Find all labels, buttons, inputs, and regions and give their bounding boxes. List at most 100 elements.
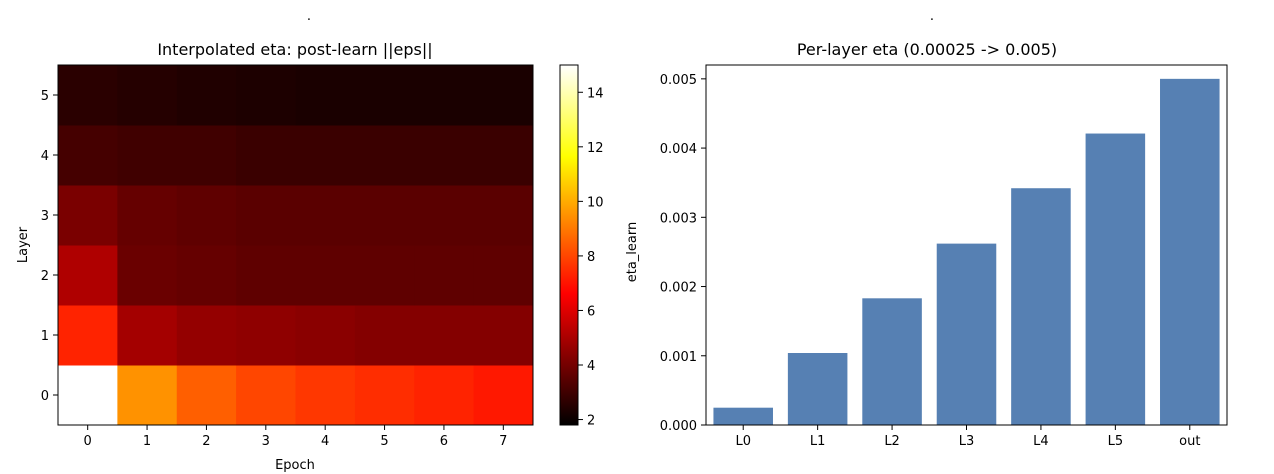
heatmap-cell bbox=[354, 245, 415, 306]
heatmap-cell bbox=[354, 305, 415, 366]
heatmap-x-tick-label: 3 bbox=[262, 434, 270, 449]
bar-x-tick-label: out bbox=[1179, 434, 1200, 449]
heatmap-cell bbox=[295, 365, 356, 426]
heatmap-panel: Interpolated eta: post-learn ||eps|| 0 1 2… bbox=[16, 40, 534, 473]
heatmap-cell bbox=[236, 65, 296, 126]
heatmap-cell bbox=[176, 305, 237, 366]
bar-y-tick-label: 0.005 bbox=[660, 73, 697, 88]
heatmap-cell bbox=[473, 245, 534, 306]
heatmap-cell bbox=[117, 125, 178, 186]
bar bbox=[936, 243, 997, 425]
heatmap-cell bbox=[414, 305, 475, 366]
bar-y-label: eta_learn bbox=[625, 222, 640, 283]
heatmap-cell bbox=[58, 245, 118, 306]
heatmap-x-tick-label: 4 bbox=[321, 434, 329, 449]
heatmap-cell bbox=[295, 245, 356, 306]
heatmap-cell bbox=[414, 245, 475, 306]
bar-title: Per-layer eta (0.00025 -> 0.005) bbox=[797, 40, 1057, 59]
heatmap-x-tick-label: 2 bbox=[202, 434, 210, 449]
heatmap-cell bbox=[354, 185, 415, 246]
colorbar-tick-label: 4 bbox=[587, 359, 595, 374]
bar-y-tick-label: 0.003 bbox=[660, 211, 697, 226]
bar bbox=[1160, 78, 1220, 425]
heatmap-cell bbox=[117, 185, 178, 246]
colorbar-gradient bbox=[559, 64, 579, 426]
bar-y-tick-label: 0.000 bbox=[660, 419, 697, 434]
heatmap-x-ticks: 0 1 2 3 4 5 6 7 bbox=[84, 425, 507, 449]
heatmap-title: Interpolated eta: post-learn ||eps|| bbox=[157, 40, 432, 59]
bar-x-tick-label: L2 bbox=[884, 434, 900, 449]
heatmap-y-tick-label: 0 bbox=[41, 389, 49, 404]
heatmap-cell bbox=[117, 305, 178, 366]
bar-y-tick-label: 0.002 bbox=[660, 281, 697, 296]
colorbar-ticks: 2 4 6 8 10 12 14 bbox=[578, 86, 604, 429]
colorbar-tick-label: 10 bbox=[587, 195, 604, 210]
bar-y-tick-label: 0.001 bbox=[660, 350, 697, 365]
heatmap-cell bbox=[58, 125, 118, 186]
heatmap-cells bbox=[58, 65, 534, 426]
heatmap-cell bbox=[58, 185, 118, 246]
colorbar-tick-label: 2 bbox=[587, 414, 595, 429]
heatmap-cell bbox=[414, 365, 475, 426]
bar-y-tick-label: 0.004 bbox=[660, 142, 697, 157]
heatmap-cell bbox=[473, 305, 534, 366]
heatmap-x-label: Epoch bbox=[275, 458, 315, 473]
heatmap-cell bbox=[176, 185, 237, 246]
colorbar-tick-label: 12 bbox=[587, 141, 604, 156]
colorbar-tick-label: 6 bbox=[587, 304, 595, 319]
bar bbox=[862, 298, 922, 425]
heatmap-cell bbox=[236, 125, 296, 186]
bar-x-ticks: L0 L1 L2 L3 L4 L5 out bbox=[735, 425, 1200, 449]
bar bbox=[713, 407, 773, 425]
heatmap-y-tick-label: 2 bbox=[41, 269, 49, 284]
bar bbox=[1085, 133, 1146, 426]
heatmap-cell bbox=[473, 125, 534, 186]
bar-x-tick-label: L4 bbox=[1033, 434, 1049, 449]
heatmap-x-tick-label: 5 bbox=[380, 434, 388, 449]
bar-panel: Per-layer eta (0.00025 -> 0.005) L0 L1 L2 L… bbox=[625, 40, 1228, 449]
heatmap-y-tick-label: 5 bbox=[41, 89, 49, 104]
heatmap-cell bbox=[236, 245, 296, 306]
heatmap-y-tick-label: 4 bbox=[41, 149, 49, 164]
bars bbox=[713, 78, 1220, 426]
heatmap-x-tick-label: 1 bbox=[143, 434, 151, 449]
heatmap-cell bbox=[117, 65, 178, 126]
heatmap-y-tick-label: 1 bbox=[41, 329, 49, 344]
bar bbox=[1011, 188, 1071, 425]
heatmap-cell bbox=[473, 365, 534, 426]
heatmap-cell bbox=[176, 245, 237, 306]
heatmap-cell bbox=[176, 365, 237, 426]
bar-x-tick-label: L1 bbox=[810, 434, 826, 449]
heatmap-cell bbox=[58, 305, 118, 366]
colorbar: 2 4 6 8 10 12 14 bbox=[559, 64, 604, 429]
heatmap-cell bbox=[414, 65, 475, 126]
bar-x-tick-label: L5 bbox=[1108, 434, 1124, 449]
heatmap-cell bbox=[295, 305, 356, 366]
bar-x-tick-label: L0 bbox=[735, 434, 751, 449]
heatmap-cell bbox=[117, 365, 178, 426]
heatmap-cell bbox=[176, 125, 237, 186]
heatmap-cell bbox=[414, 185, 475, 246]
heatmap-cell bbox=[354, 125, 415, 186]
heatmap-cell bbox=[473, 185, 534, 246]
heatmap-cell bbox=[176, 65, 237, 126]
stray-dot-right: . bbox=[930, 9, 934, 24]
heatmap-x-tick-label: 6 bbox=[440, 434, 448, 449]
bar-y-ticks: 0.000 0.001 0.002 0.003 0.004 0.005 bbox=[660, 73, 706, 434]
heatmap-frame bbox=[57, 64, 534, 426]
heatmap-cell bbox=[354, 365, 415, 426]
heatmap-cell bbox=[473, 65, 534, 126]
heatmap-cell bbox=[236, 305, 296, 366]
heatmap-y-ticks: 0 1 2 3 4 5 bbox=[41, 89, 58, 404]
heatmap-x-tick-label: 7 bbox=[499, 434, 507, 449]
colorbar-tick-label: 14 bbox=[587, 86, 604, 101]
heatmap-cell bbox=[58, 65, 118, 126]
heatmap-cell bbox=[414, 125, 475, 186]
heatmap-cell bbox=[354, 65, 415, 126]
colorbar-tick-label: 8 bbox=[587, 250, 595, 265]
bar-x-tick-label: L3 bbox=[959, 434, 975, 449]
heatmap-x-tick-label: 0 bbox=[84, 434, 92, 449]
stray-dot-left: . bbox=[307, 9, 311, 24]
heatmap-cell bbox=[295, 65, 356, 126]
